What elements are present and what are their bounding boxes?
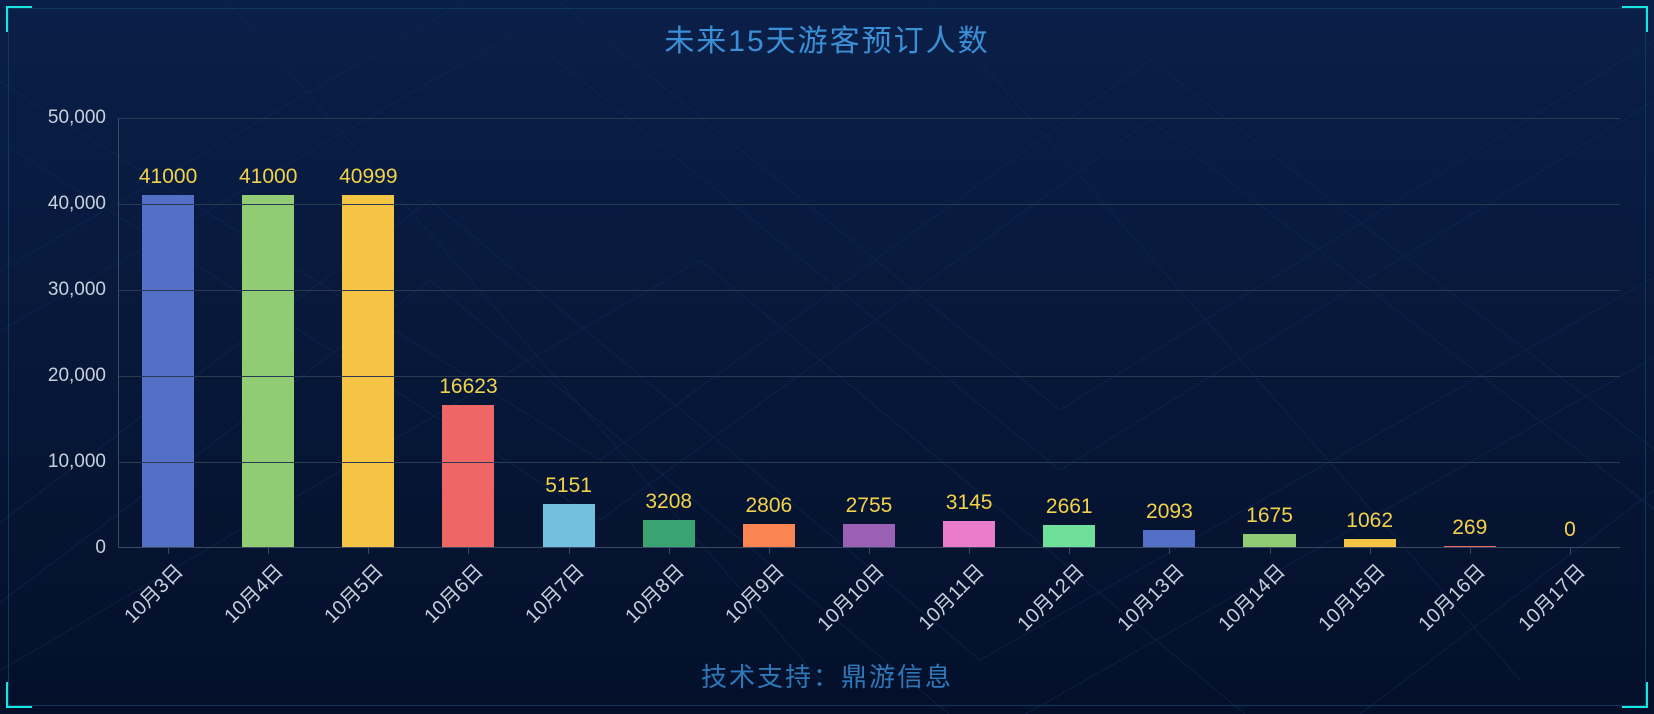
y-tick-label: 10,000	[48, 451, 118, 473]
x-tick-mark	[669, 548, 670, 554]
y-axis-line	[118, 118, 119, 548]
bar-value-label: 3145	[946, 491, 993, 521]
chart-plot-area: 4100041000409991662351513208280627553145…	[118, 118, 1620, 548]
x-tick-mark	[569, 548, 570, 554]
x-tick-mark	[1470, 548, 1471, 554]
x-tick-mark	[1169, 548, 1170, 554]
x-tick-mark	[1370, 548, 1371, 554]
x-tick-mark	[1570, 548, 1571, 554]
x-tick-mark	[468, 548, 469, 554]
bar-value-label: 1062	[1346, 509, 1393, 539]
y-tick-label: 20,000	[48, 365, 118, 387]
bar-value-label: 41000	[239, 165, 297, 195]
corner-bracket-bl	[6, 682, 32, 708]
bar-value-label: 3208	[645, 490, 692, 520]
x-tick-mark	[168, 548, 169, 554]
bar-value-label: 16623	[439, 375, 497, 405]
bar-value-label: 2093	[1146, 500, 1193, 530]
corner-bracket-tl	[6, 6, 32, 32]
x-tick-mark	[268, 548, 269, 554]
bar: 2806	[743, 524, 795, 548]
bar-value-label: 269	[1452, 516, 1487, 546]
bar-value-label: 2661	[1046, 495, 1093, 525]
bar: 41000	[242, 195, 294, 548]
bars-container: 4100041000409991662351513208280627553145…	[118, 118, 1620, 548]
x-tick-mark	[969, 548, 970, 554]
bar: 41000	[142, 195, 194, 548]
bar-value-label: 0	[1564, 518, 1576, 548]
x-tick-mark	[368, 548, 369, 554]
y-tick-label: 40,000	[48, 193, 118, 215]
grid-line	[118, 118, 1620, 119]
corner-bracket-br	[1622, 682, 1648, 708]
bar: 2661	[1043, 525, 1095, 548]
grid-line	[118, 462, 1620, 463]
bar-value-label: 2755	[846, 494, 893, 524]
y-tick-label: 50,000	[48, 107, 118, 129]
bar-value-label: 41000	[139, 165, 197, 195]
dashboard-panel: 未来15天游客预订人数 技术支持：鼎游信息 410004100040999166…	[0, 0, 1654, 714]
grid-line	[118, 204, 1620, 205]
x-tick-mark	[769, 548, 770, 554]
bar: 2093	[1143, 530, 1195, 548]
corner-bracket-tr	[1622, 6, 1648, 32]
x-tick-mark	[1069, 548, 1070, 554]
bar-value-label: 2806	[746, 494, 793, 524]
bar: 2755	[843, 524, 895, 548]
bar-value-label: 40999	[339, 165, 397, 195]
grid-line	[118, 376, 1620, 377]
y-tick-label: 30,000	[48, 279, 118, 301]
y-tick-label: 0	[95, 537, 118, 559]
bar-value-label: 5151	[545, 474, 592, 504]
chart-title: 未来15天游客预订人数	[0, 16, 1654, 60]
bar: 1675	[1243, 534, 1295, 548]
x-tick-mark	[1270, 548, 1271, 554]
grid-line	[118, 290, 1620, 291]
bar-value-label: 1675	[1246, 504, 1293, 534]
footer-credit: 技术支持：鼎游信息	[0, 657, 1654, 694]
bar: 3208	[643, 520, 695, 548]
bar: 16623	[442, 405, 494, 548]
x-tick-mark	[869, 548, 870, 554]
bar: 3145	[943, 521, 995, 548]
bar: 5151	[543, 504, 595, 548]
bar: 40999	[342, 195, 394, 548]
